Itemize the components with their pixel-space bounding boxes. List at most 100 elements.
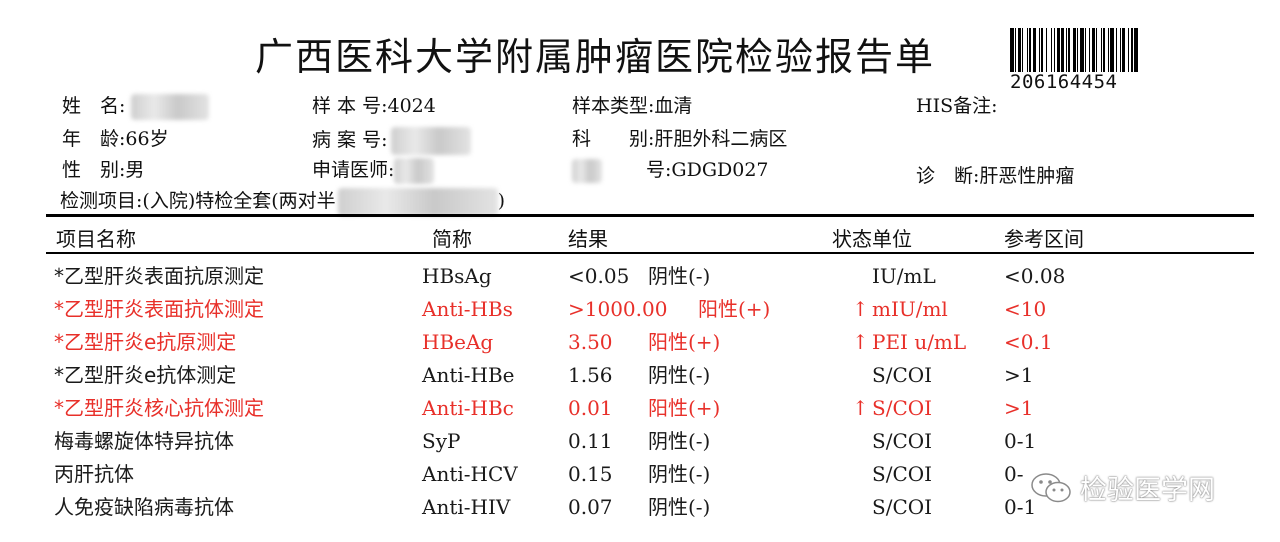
table-row: *乙型肝炎表面抗原测定 HBsAg <0.05 阴性(-) IU/mL <0.08 [0,262,1280,294]
col-header-name: 项目名称 [56,227,136,251]
test-abbr: Anti-HIV [422,495,511,519]
col-header-status-unit: 状态单位 [832,227,912,251]
barcode-number: 206164454 [1010,71,1118,93]
test-name: *乙型肝炎e抗原测定 [54,330,237,354]
result-unit: S/COI [872,363,933,387]
bed-label-redacted [572,159,602,183]
table-row: *乙型肝炎e抗体测定 Anti-HBe 1.56 阴性(-) S/COI >1 [0,361,1280,393]
dept-value: 肝胆外科二病区 [654,128,788,150]
test-name: *乙型肝炎表面抗体测定 [54,297,264,321]
result-qualitative: 阳性(+) [698,297,771,321]
result-qualitative: 阴性(-) [648,363,711,387]
test-name: *乙型肝炎e抗体测定 [54,363,237,387]
patient-name-field: 姓 名: [62,94,210,120]
doctor-label: 申请医师: [312,159,395,181]
watermark: 检验医学网 [1030,468,1215,507]
reference-range: >1 [1004,396,1034,420]
report-title: 广西医科大学附属肿瘤医院检验报告单 [255,35,936,79]
result-unit: S/COI [872,462,933,486]
table-top-rule [46,214,1254,217]
table-row: 丙肝抗体 Anti-HCV 0.15 阴性(-) S/COI 0- [0,460,1280,492]
result-unit: S/COI [872,429,933,453]
patient-sex-value: 男 [125,159,145,181]
table-row: *乙型肝炎e抗原测定 HBeAg 3.50 阳性(+) ↑ PEI u/mL <0.1 [0,328,1280,360]
dept-field: 科 别:肝胆外科二病区 [572,127,787,151]
diagnosis-label: 诊 断: [916,165,980,187]
patient-sex-field: 性 别:男 [62,158,144,182]
result-qualitative: 阴性(-) [648,264,711,288]
test-items-field: 检测项目:(入院)特检全套(两对半) [60,188,505,216]
diagnosis-field: 诊 断:肝恶性肿瘤 [916,164,1074,188]
doctor-field: 申请医师: [312,158,435,184]
result-qualitative: 阴性(-) [648,495,711,519]
result-unit: IU/mL [872,264,936,288]
test-abbr: SyP [422,429,461,453]
bed-label: 号: [646,159,672,181]
bed-field: 号:GDGD027 [572,158,769,183]
col-header-reference: 参考区间 [1004,227,1084,251]
result-qualitative: 阳性(+) [648,330,721,354]
col-header-result: 结果 [568,227,608,251]
sample-no-value: 4024 [387,95,436,117]
barcode-image [1010,28,1235,72]
result-qualitative: 阳性(+) [648,396,721,420]
reference-range: <0.1 [1004,330,1053,354]
table-row: *乙型肝炎表面抗体测定 Anti-HBs >1000.00 阳性(+) ↑ mIU/ml <… [0,295,1280,327]
sample-type-field: 样本类型:血清 [572,94,692,118]
reference-range: 0-1 [1004,429,1037,453]
test-abbr: Anti-HBe [422,363,515,387]
case-no-redacted [391,127,472,155]
test-abbr: Anti-HCV [422,462,518,486]
sample-no-label: 样 本 号: [312,95,388,117]
his-note-field: HIS备注: [916,94,998,118]
abnormal-flag: ↑ [852,396,869,420]
result-unit: PEI u/mL [872,330,967,354]
reference-range: >1 [1004,363,1034,387]
patient-age-field: 年 龄:66岁 [62,127,169,151]
patient-sex-label: 性 别: [62,159,126,181]
test-items-redacted [337,188,498,216]
result-value: 0.15 [568,462,613,486]
dept-label: 科 别: [572,128,655,150]
result-qualitative: 阴性(-) [648,462,711,486]
test-items-label: 检测项目:(入院)特检全套(两对半 [60,190,336,212]
diagnosis-value: 肝恶性肿瘤 [979,165,1075,187]
test-abbr: Anti-HBc [422,396,514,420]
result-unit: S/COI [872,396,933,420]
watermark-text: 检验医学网 [1080,475,1215,506]
case-no-label: 病 案 号: [312,129,388,151]
abnormal-flag: ↑ [852,330,869,354]
test-name: 人免疫缺陷病毒抗体 [54,495,234,519]
test-abbr: HBeAg [422,330,494,354]
test-name: 梅毒螺旋体特异抗体 [54,429,234,453]
his-note-label: HIS备注: [916,95,998,117]
doctor-redacted [394,158,435,184]
result-value: >1000.00 [568,297,668,321]
abnormal-flag: ↑ [852,297,869,321]
sample-type-value: 血清 [654,95,693,117]
test-name: 丙肝抗体 [54,462,134,486]
sample-no-field: 样 本 号:4024 [312,94,436,118]
test-name: *乙型肝炎表面抗原测定 [54,264,264,288]
table-header-rule [46,252,1254,254]
case-no-field: 病 案 号: [312,127,472,155]
sample-type-label: 样本类型: [572,95,655,117]
result-value: 0.01 [568,396,613,420]
result-value: 3.50 [568,330,613,354]
result-unit: S/COI [872,495,933,519]
result-value: 0.07 [568,495,613,519]
result-qualitative: 阴性(-) [648,429,711,453]
reference-range: <0.08 [1004,264,1066,288]
result-value: 0.11 [568,429,613,453]
col-header-abbr: 简称 [432,227,472,251]
patient-age-label: 年 龄: [62,128,126,150]
table-row: 人免疫缺陷病毒抗体 Anti-HIV 0.07 阴性(-) S/COI 0-1 [0,493,1280,525]
test-abbr: HBsAg [422,264,492,288]
bed-value: GDGD027 [671,159,769,181]
test-name: *乙型肝炎核心抗体测定 [54,396,264,420]
reference-range: 0- [1004,462,1024,486]
result-value: <0.05 [568,264,630,288]
table-row: 梅毒螺旋体特异抗体 SyP 0.11 阴性(-) S/COI 0-1 [0,427,1280,459]
wechat-icon [1031,472,1071,502]
reference-range: 0-1 [1004,495,1037,519]
